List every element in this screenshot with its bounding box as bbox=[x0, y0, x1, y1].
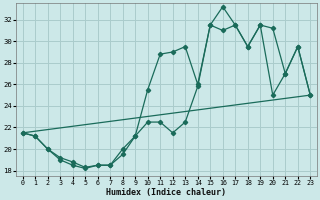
X-axis label: Humidex (Indice chaleur): Humidex (Indice chaleur) bbox=[107, 188, 227, 197]
